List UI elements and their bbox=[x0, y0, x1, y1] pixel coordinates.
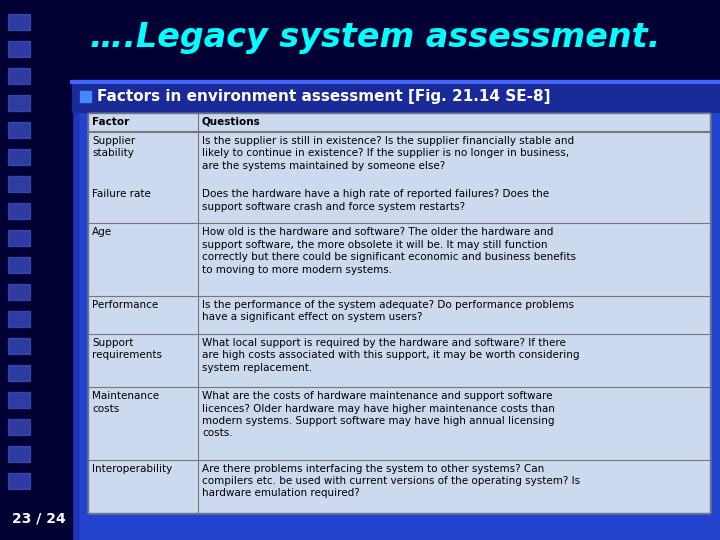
Bar bbox=[88, 113, 710, 513]
Text: Failure rate: Failure rate bbox=[92, 190, 151, 199]
Text: Does the hardware have a high rate of reported failures? Does the
support softwa: Does the hardware have a high rate of re… bbox=[202, 190, 549, 212]
Bar bbox=[72, 0, 720, 80]
Text: What local support is required by the hardware and software? If there
are high c: What local support is required by the ha… bbox=[202, 338, 580, 373]
Text: Factors in environment assessment [Fig. 21.14 SE-8]: Factors in environment assessment [Fig. … bbox=[97, 89, 551, 104]
Text: Maintenance
costs: Maintenance costs bbox=[92, 392, 159, 414]
Bar bbox=[80, 91, 91, 102]
Bar bbox=[8, 473, 30, 489]
Bar bbox=[80, 0, 720, 540]
Bar bbox=[8, 41, 30, 57]
Bar bbox=[0, 0, 72, 540]
Text: Performance: Performance bbox=[92, 300, 158, 310]
Bar bbox=[8, 257, 30, 273]
Text: Questions: Questions bbox=[202, 117, 261, 127]
Bar bbox=[8, 14, 30, 30]
Text: 23 / 24: 23 / 24 bbox=[12, 511, 66, 525]
Bar bbox=[8, 203, 30, 219]
Text: Interoperability: Interoperability bbox=[92, 464, 172, 474]
Bar bbox=[8, 338, 30, 354]
Bar bbox=[8, 122, 30, 138]
Bar bbox=[8, 311, 30, 327]
Text: What are the costs of hardware maintenance and support software
licences? Older : What are the costs of hardware maintenan… bbox=[202, 392, 555, 438]
Bar bbox=[8, 95, 30, 111]
Bar bbox=[72, 80, 720, 112]
Text: How old is the hardware and software? The older the hardware and
support softwar: How old is the hardware and software? Th… bbox=[202, 227, 576, 275]
Bar bbox=[8, 230, 30, 246]
Bar bbox=[8, 419, 30, 435]
Bar bbox=[8, 176, 30, 192]
Bar bbox=[88, 113, 710, 513]
Text: Age: Age bbox=[92, 227, 112, 238]
Text: Supplier
stability: Supplier stability bbox=[92, 136, 135, 158]
Bar bbox=[8, 284, 30, 300]
Text: Are there problems interfacing the system to other systems? Can
compilers etc. b: Are there problems interfacing the syste… bbox=[202, 464, 580, 498]
Bar bbox=[8, 68, 30, 84]
Text: Is the supplier is still in existence? Is the supplier financially stable and
li: Is the supplier is still in existence? I… bbox=[202, 136, 574, 171]
Text: Support
requirements: Support requirements bbox=[92, 338, 162, 360]
Text: Factor: Factor bbox=[92, 117, 130, 127]
Bar bbox=[8, 149, 30, 165]
Text: ….Legacy system assessment.: ….Legacy system assessment. bbox=[90, 21, 660, 53]
Bar bbox=[8, 446, 30, 462]
Text: Is the performance of the system adequate? Do performance problems
have a signif: Is the performance of the system adequat… bbox=[202, 300, 574, 322]
Bar bbox=[8, 365, 30, 381]
Bar bbox=[8, 392, 30, 408]
